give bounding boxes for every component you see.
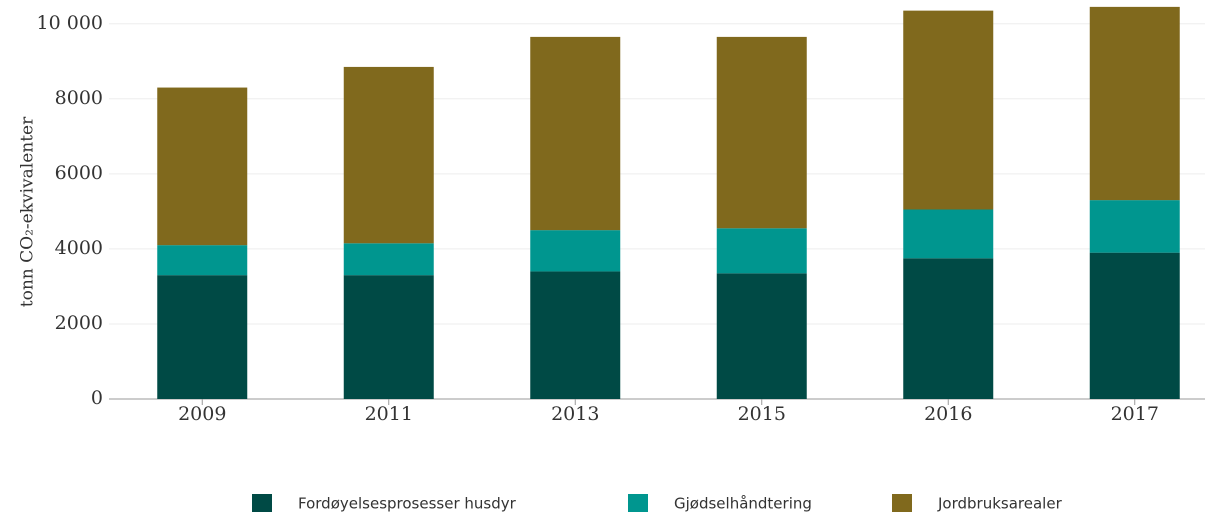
legend-label: Jordbruksarealer [937, 495, 1063, 513]
x-tick-label: 2016 [924, 403, 972, 425]
y-tick-label: 6000 [55, 162, 103, 184]
legend-swatch [892, 494, 912, 512]
y-tick-label: 4000 [55, 237, 103, 259]
bar-segment [343, 66, 434, 244]
x-tick-label: 2009 [178, 403, 226, 425]
bar-segment [1089, 6, 1180, 201]
bar-segment [157, 245, 248, 276]
bar-segment [903, 258, 994, 399]
bar-segment [1089, 200, 1180, 253]
bar-segment [530, 36, 621, 231]
bar-segment [903, 209, 994, 259]
bar-segment [530, 271, 621, 399]
legend-swatch [252, 494, 272, 512]
bar-segment [1089, 252, 1180, 399]
x-tick-label: 2015 [738, 403, 786, 425]
bar-segment [903, 10, 994, 210]
y-tick-label: 2000 [55, 312, 103, 334]
bar-segment [716, 228, 807, 274]
y-tick-label: 0 [91, 387, 103, 409]
bar-segment [530, 230, 621, 272]
bar-segment [716, 273, 807, 399]
bar-segment [716, 36, 807, 229]
bar-segment [157, 275, 248, 399]
bar-segment [343, 275, 434, 399]
legend-swatch [628, 494, 648, 512]
legend-label: Fordøyelsesprosesser husdyr [298, 495, 517, 513]
y-axis-label: tonn CO₂-ekvivalenter [18, 116, 38, 307]
bar-segment [157, 87, 248, 246]
x-tick-label: 2013 [551, 403, 599, 425]
x-tick-label: 2011 [365, 403, 413, 425]
x-tick-label: 2017 [1111, 403, 1159, 425]
legend-label: Gjødselhåndtering [674, 495, 812, 513]
y-tick-label: 10 000 [37, 12, 103, 34]
y-tick-label: 8000 [55, 87, 103, 109]
bar-segment [343, 243, 434, 276]
